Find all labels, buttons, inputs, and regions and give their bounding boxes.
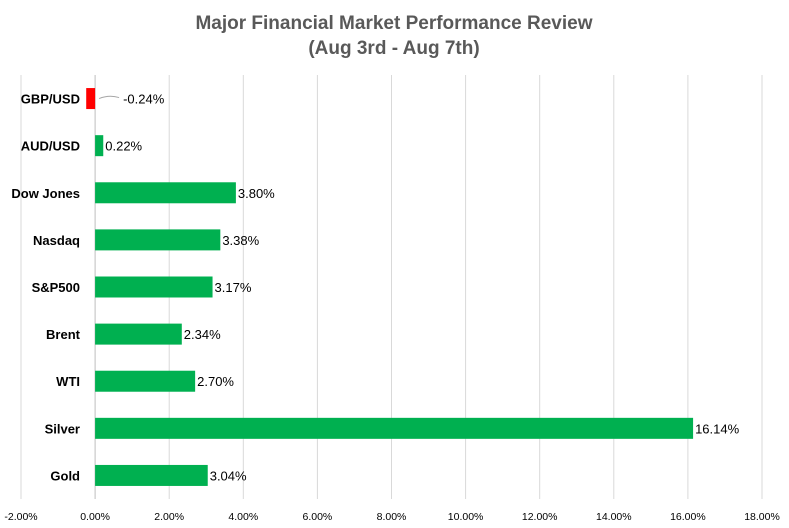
x-tick-label: 18.00% bbox=[744, 511, 780, 523]
bar bbox=[95, 276, 213, 298]
data-label: 3.80% bbox=[238, 186, 275, 201]
data-label: 0.22% bbox=[105, 139, 142, 154]
category-label: Silver bbox=[45, 421, 80, 436]
data-label-leader bbox=[98, 95, 120, 100]
bar bbox=[95, 323, 182, 345]
x-tick-label: 12.00% bbox=[522, 511, 558, 523]
category-labels: GBP/USD AUD/USD Dow Jones Nasdaq S&P500 Brent… bbox=[11, 92, 80, 484]
category-label: Dow Jones bbox=[11, 186, 80, 201]
x-tick-label: 16.00% bbox=[670, 511, 706, 523]
data-labels: -0.24% 0.22% 3.80% 3.38% 3.17% 2.34% 2.70% 16.1… bbox=[98, 92, 740, 483]
category-label: GBP/USD bbox=[21, 92, 80, 107]
x-tick-label: 6.00% bbox=[303, 511, 333, 523]
x-tick-label: 2.00% bbox=[154, 511, 184, 523]
chart-subtitle: (Aug 3rd - Aug 7th) bbox=[308, 38, 479, 59]
data-label: 3.38% bbox=[222, 233, 259, 248]
bars bbox=[86, 88, 694, 486]
category-label: WTI bbox=[56, 374, 80, 389]
bar bbox=[95, 182, 236, 204]
x-tick-label: 14.00% bbox=[596, 511, 632, 523]
bar bbox=[86, 88, 96, 110]
bar bbox=[95, 370, 196, 392]
data-label: -0.24% bbox=[123, 92, 165, 107]
x-axis-tick-labels: -2.00% 0.00% 2.00% 4.00% 6.00% 8.00% 10.00% 12.… bbox=[4, 511, 779, 523]
data-label: 2.34% bbox=[184, 327, 221, 342]
category-label: Gold bbox=[50, 468, 80, 483]
data-label: 2.70% bbox=[197, 374, 234, 389]
category-label: S&P500 bbox=[32, 280, 80, 295]
category-label: AUD/USD bbox=[21, 139, 80, 154]
data-label: 16.14% bbox=[695, 421, 740, 436]
category-label: Brent bbox=[46, 327, 81, 342]
bar bbox=[95, 464, 208, 486]
category-label: Nasdaq bbox=[33, 233, 80, 248]
x-tick-label: 4.00% bbox=[228, 511, 258, 523]
x-tick-label: 10.00% bbox=[448, 511, 484, 523]
data-label: 3.17% bbox=[215, 280, 252, 295]
chart-title: Major Financial Market Performance Revie… bbox=[195, 13, 592, 34]
x-tick-label: -2.00% bbox=[4, 511, 37, 523]
x-tick-label: 0.00% bbox=[80, 511, 110, 523]
bar bbox=[95, 135, 104, 157]
x-tick-label: 8.00% bbox=[377, 511, 407, 523]
bar bbox=[95, 229, 221, 251]
data-label: 3.04% bbox=[210, 468, 247, 483]
bar bbox=[95, 417, 694, 439]
